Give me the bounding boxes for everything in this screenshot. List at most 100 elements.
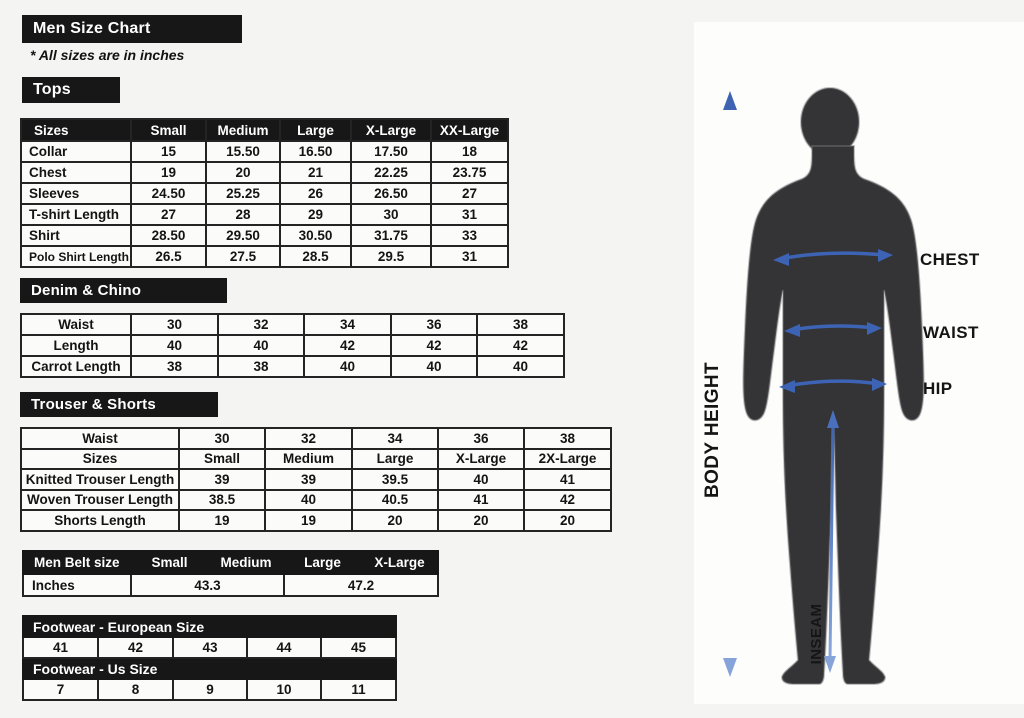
cell: 31 <box>430 245 509 268</box>
column-header: X-Large <box>350 118 432 142</box>
row-label: Inches <box>22 573 132 597</box>
cell: 15 <box>130 140 207 163</box>
cell: 16.50 <box>279 140 352 163</box>
page-title: Men Size Chart <box>22 15 242 43</box>
inseam-label: INSEAM <box>808 604 825 665</box>
belt-values-row: Inches 43.3 47.2 <box>22 573 439 597</box>
column-header: Medium <box>207 550 285 575</box>
body-height-label: BODY HEIGHT <box>702 362 723 498</box>
footwear-european-values-row: 41 42 43 44 45 <box>22 636 398 659</box>
table-row: Waist 30 32 34 36 38 <box>20 313 565 336</box>
cell: 21 <box>279 161 352 184</box>
table-row: Waist 30 32 34 36 38 <box>20 427 612 450</box>
belt-header-row: Men Belt size Small Medium Large X-Large <box>22 550 439 575</box>
cell: 30.50 <box>279 224 352 247</box>
cell: 36 <box>437 427 525 450</box>
cell: 41 <box>22 636 99 659</box>
section-header-footwear-european: Footwear - European Size <box>21 615 398 638</box>
cell: 26.50 <box>350 182 432 205</box>
section-header-footwear-us: Footwear - Us Size <box>21 657 398 680</box>
cell: 18 <box>430 140 509 163</box>
cell: 19 <box>130 161 207 184</box>
cell: 31.75 <box>350 224 432 247</box>
column-header: Large <box>283 550 362 575</box>
table-row: Sizes Small Medium Large X-Large 2X-Large <box>20 447 612 470</box>
male-body-silhouette-icon <box>742 87 925 685</box>
chest-arrow <box>773 249 893 266</box>
cell: 26.5 <box>130 245 207 268</box>
section-header-trouser-shorts: Trouser & Shorts <box>20 392 218 417</box>
cell: 38 <box>476 313 565 336</box>
cell: Large <box>351 447 439 470</box>
cell: 40 <box>437 468 525 491</box>
table-row: Chest 19 20 21 22.25 23.75 <box>20 161 509 184</box>
cell: 24.50 <box>130 182 207 205</box>
body-height-arrow <box>723 91 737 677</box>
row-label: Shirt <box>20 224 132 247</box>
cell: 11 <box>319 678 398 701</box>
cell: 32 <box>217 313 305 336</box>
cell: 22.25 <box>350 161 432 184</box>
cell: 29 <box>279 203 352 226</box>
column-header: X-Large <box>360 550 439 575</box>
row-label: Waist <box>20 313 132 336</box>
table-row: Knitted Trouser Length 39 39 39.5 40 41 <box>20 468 612 491</box>
cell: 38.5 <box>178 488 266 511</box>
column-header: Large <box>279 118 352 142</box>
cell: 39 <box>264 468 353 491</box>
belt-size-table: Men Belt size Small Medium Large X-Large… <box>22 550 439 597</box>
row-label: Sizes <box>20 447 180 470</box>
footwear-table: Footwear - European Size 41 42 43 44 45 … <box>21 615 398 701</box>
section-header-tops: Tops <box>22 77 120 103</box>
column-header: Small <box>130 550 209 575</box>
table-row: Carrot Length 38 38 40 40 40 <box>20 355 565 378</box>
footwear-european-header-row: Footwear - European Size <box>21 615 398 638</box>
row-label: Sleeves <box>20 182 132 205</box>
cell: 36 <box>390 313 478 336</box>
row-label: Carrot Length <box>20 355 132 378</box>
cell: Medium <box>264 447 353 470</box>
cell: 41 <box>523 468 612 491</box>
waist-arrow <box>784 322 882 337</box>
inseam-arrow <box>824 410 839 673</box>
footwear-us-values-row: 7 8 9 10 11 <box>22 678 398 701</box>
cell: 27.5 <box>205 245 281 268</box>
denim-chino-table: Waist 30 32 34 36 38 Length 40 40 42 42 42 Carrot Le… <box>20 313 565 378</box>
cell: 39.5 <box>351 468 439 491</box>
cell: 32 <box>264 427 353 450</box>
cell: 30 <box>350 203 432 226</box>
cell: 38 <box>523 427 612 450</box>
cell: 45 <box>319 636 398 659</box>
cell: 42 <box>390 334 478 357</box>
cell: 40 <box>217 334 305 357</box>
table-row: T-shirt Length 27 28 29 30 31 <box>20 203 509 226</box>
cell: 38 <box>130 355 219 378</box>
row-label: Shorts Length <box>20 509 180 532</box>
cell: 47.2 <box>283 573 439 597</box>
cell: 10 <box>246 678 322 701</box>
column-header: Medium <box>205 118 281 142</box>
row-label: Chest <box>20 161 132 184</box>
table-row: Woven Trouser Length 38.5 40 40.5 41 42 <box>20 488 612 511</box>
cell: 34 <box>351 427 439 450</box>
cell: 44 <box>246 636 322 659</box>
section-header-denim-chino: Denim & Chino <box>20 278 227 303</box>
cell: 40 <box>476 355 565 378</box>
cell: 43 <box>172 636 248 659</box>
cell: 19 <box>264 509 353 532</box>
hip-label: HIP <box>923 379 953 398</box>
cell: 40 <box>303 355 392 378</box>
cell: 15.50 <box>205 140 281 163</box>
table-row: Sleeves 24.50 25.25 26 26.50 27 <box>20 182 509 205</box>
cell: 26 <box>279 182 352 205</box>
cell: 20 <box>351 509 439 532</box>
row-label: Waist <box>20 427 180 450</box>
cell: 38 <box>217 355 305 378</box>
row-label: Polo Shirt Length <box>20 245 132 268</box>
waist-label: WAIST <box>923 323 979 342</box>
cell: 42 <box>476 334 565 357</box>
cell: 29.50 <box>205 224 281 247</box>
cell: 19 <box>178 509 266 532</box>
row-label: Length <box>20 334 132 357</box>
